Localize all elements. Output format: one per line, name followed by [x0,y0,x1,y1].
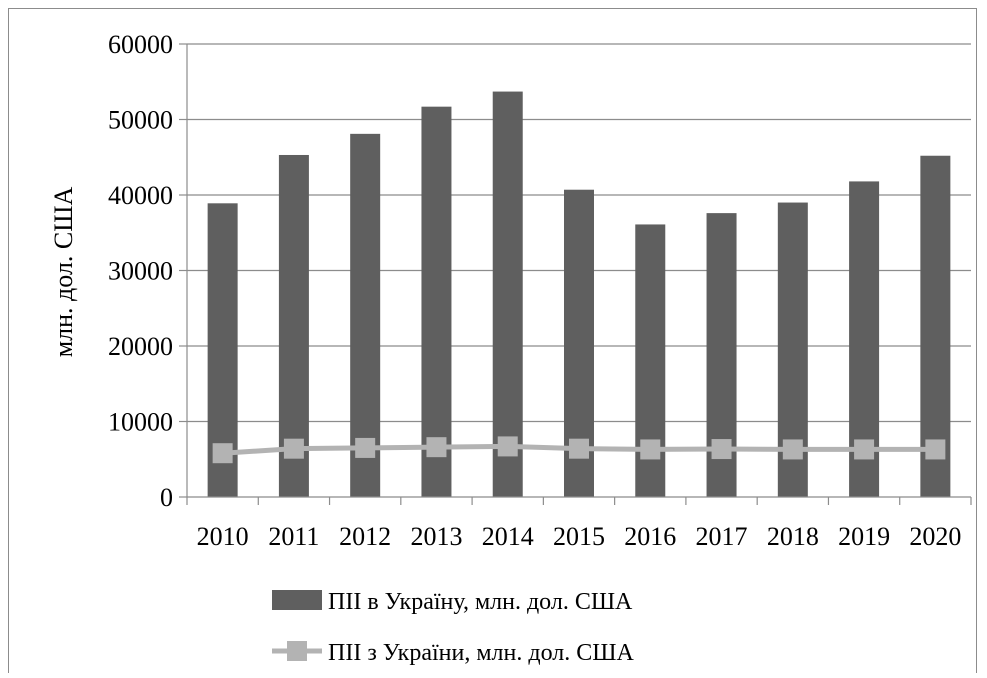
x-tick-label: 2018 [767,522,819,551]
x-tick-label: 2015 [553,522,605,551]
line-point [569,438,589,459]
line-point [497,436,518,457]
x-tick-label: 2016 [624,522,676,551]
x-tick-label: 2017 [696,522,748,551]
y-tick-label: 10000 [108,408,173,437]
chart-frame [8,8,977,673]
legend: ПІІ в Україну, млн. дол. США ПІІ з Украї… [272,589,634,666]
line-series [212,436,946,464]
y-tick-labels: 0 10000 20000 30000 40000 50000 60000 [108,30,173,512]
y-tick-label: 30000 [108,257,173,286]
y-tick-label: 60000 [108,30,173,59]
bar [492,91,523,497]
line-point [640,439,661,460]
line-point [711,439,732,460]
x-tick-label: 2014 [482,522,534,551]
x-tick-label: 2013 [410,522,462,551]
bar [350,133,381,497]
x-tick-label: 2019 [838,522,890,551]
legend-bar-label: ПІІ в Україну, млн. дол. США [328,589,633,615]
line-point [212,443,233,464]
legend-bar-swatch [272,590,322,610]
legend-item-bar: ПІІ в Україну, млн. дол. США [272,589,633,615]
x-axis [186,44,972,505]
line-point [854,439,875,460]
x-tick-labels: 2010 2011 2012 2013 2014 2015 2016 2017 2018 2019… [197,522,962,551]
legend-line-label: ПІІ з України, млн. дол. США [328,640,634,666]
y-tick-label: 50000 [108,106,173,135]
bar-series [207,91,951,498]
legend-item-line: ПІІ з України, млн. дол. США [272,640,634,666]
line-point [426,437,447,458]
x-tick-label: 2011 [268,522,319,551]
x-tick-label: 2010 [197,522,249,551]
line-point [283,438,304,459]
legend-line-marker [287,641,307,661]
y-tick-label: 40000 [108,181,173,210]
x-tick-label: 2012 [339,522,391,551]
line-point [355,437,376,458]
bar [421,106,452,497]
y-axis-title: млн. дол. США [49,187,78,358]
line-point [782,439,803,460]
x-tick-label: 2020 [909,522,961,551]
y-tick-label: 20000 [108,332,173,361]
y-tick-label: 0 [160,483,173,512]
line-point [925,439,946,460]
